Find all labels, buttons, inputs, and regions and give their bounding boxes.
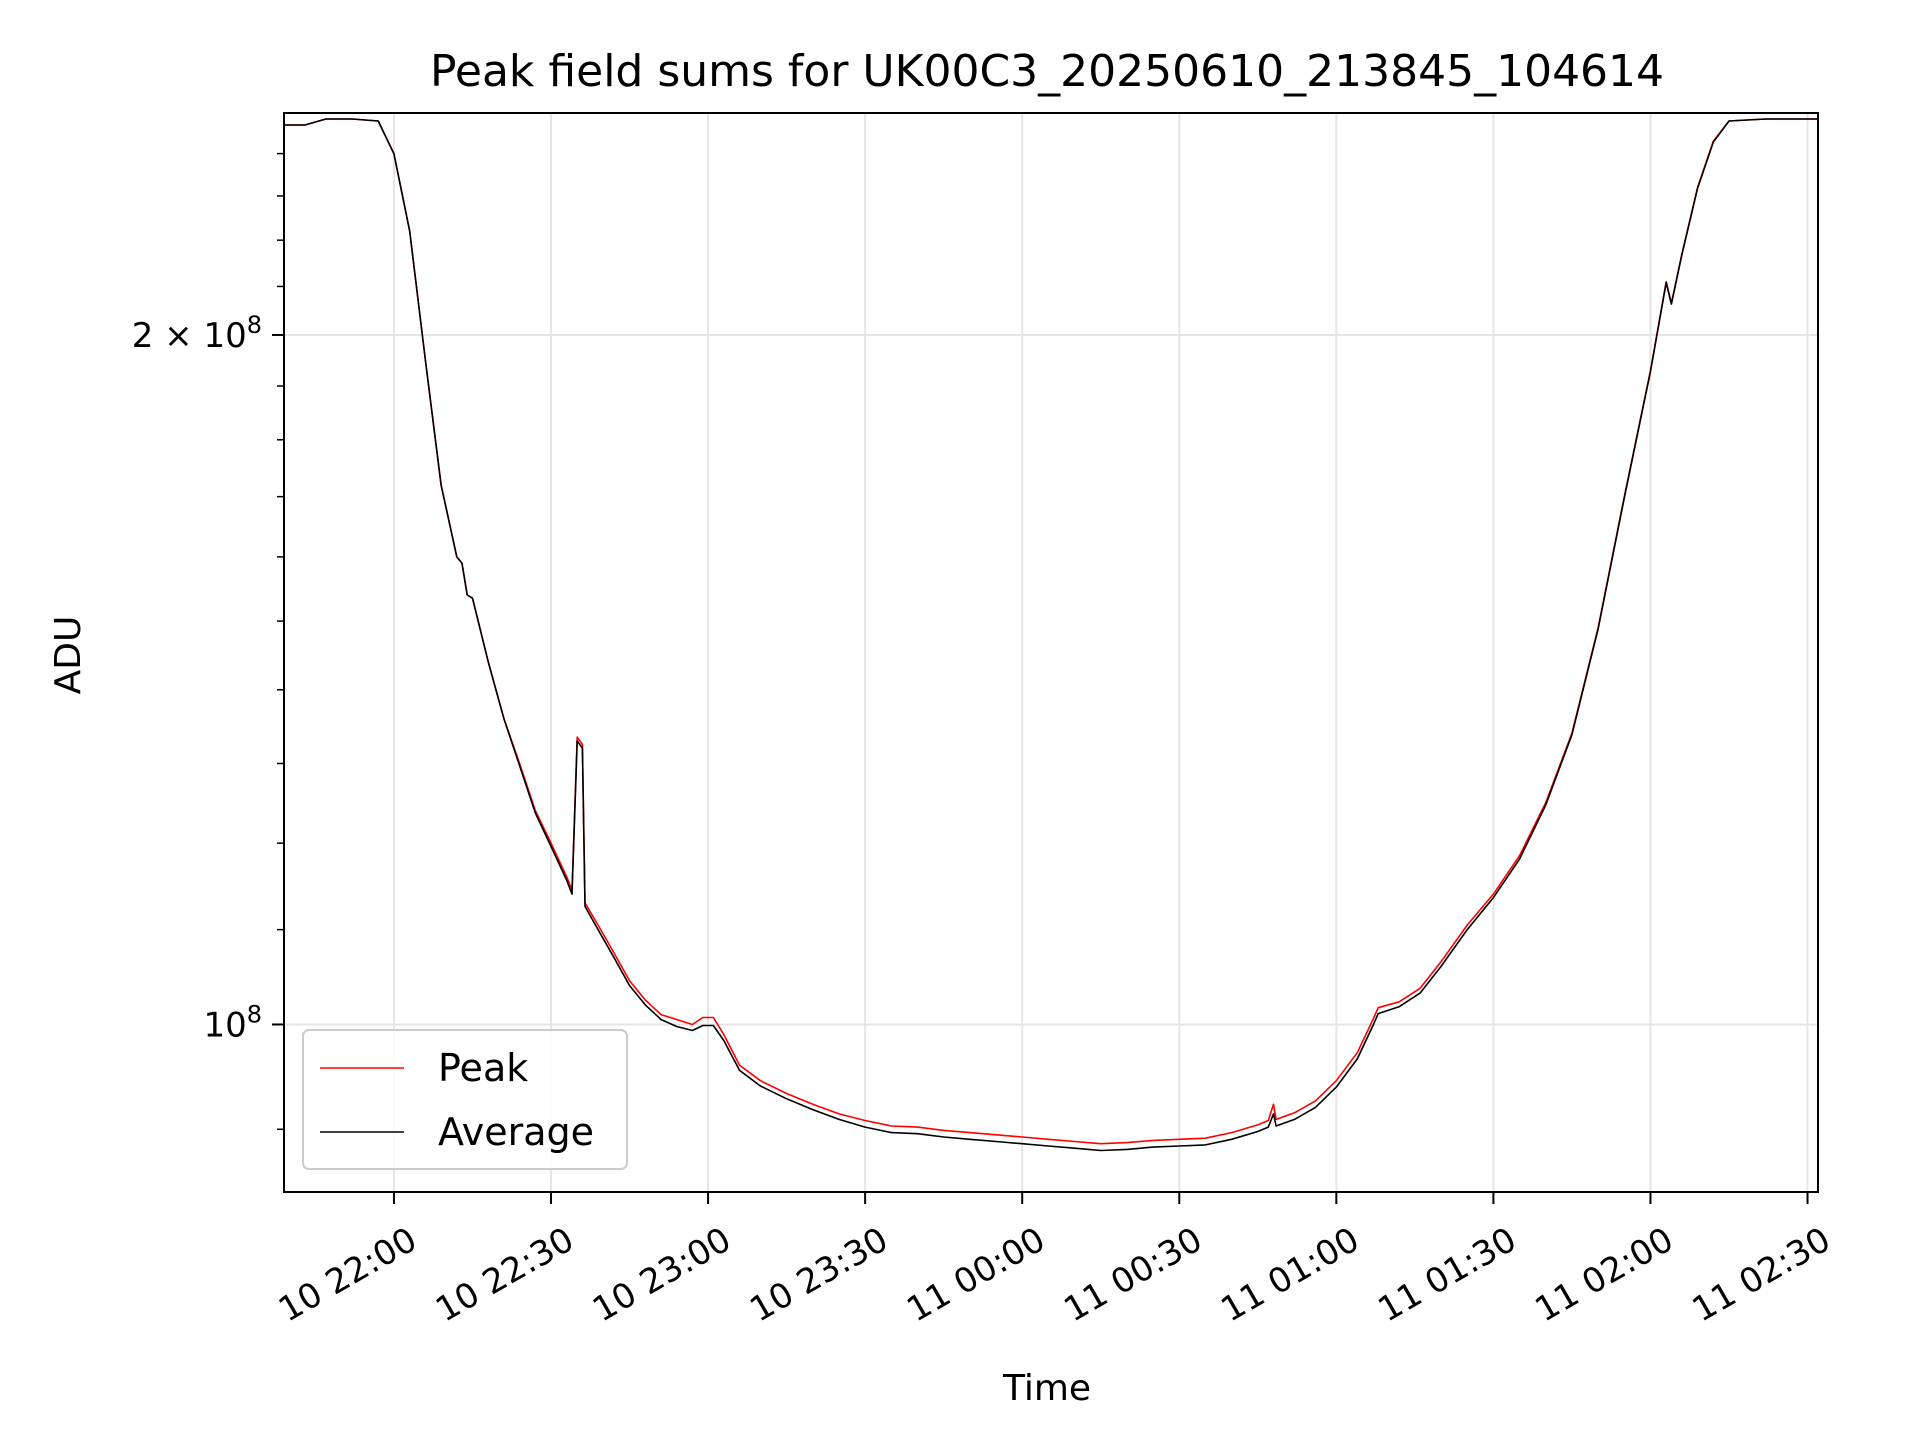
y-tick-label-base: 10 — [203, 1005, 246, 1045]
series-layer — [284, 118, 1818, 1152]
chart-title: Peak field sums for UK00C3_20250610_2138… — [430, 46, 1664, 97]
y-tick-label: 2 × 108 — [132, 311, 262, 356]
x-axis-label: Time — [1002, 1368, 1091, 1409]
legend-box — [302, 1029, 628, 1170]
y-tick-label-prefix: 2 × — [132, 316, 204, 356]
y-tick-label: 108 — [203, 1000, 262, 1045]
y-tick-label-exponent: 8 — [247, 311, 262, 339]
y-tick-label-exponent: 8 — [247, 1000, 262, 1028]
legend-label-average: Average — [438, 1110, 594, 1154]
y-axis-label: ADU — [48, 616, 89, 695]
legend-label-peak: Peak — [438, 1046, 528, 1090]
legend: Peak Average — [302, 1029, 628, 1170]
grid-lines — [284, 113, 1818, 1192]
series-line-average — [284, 118, 1818, 1152]
y-tick-label-base: 10 — [203, 316, 246, 356]
plot-frame — [283, 112, 1819, 1193]
